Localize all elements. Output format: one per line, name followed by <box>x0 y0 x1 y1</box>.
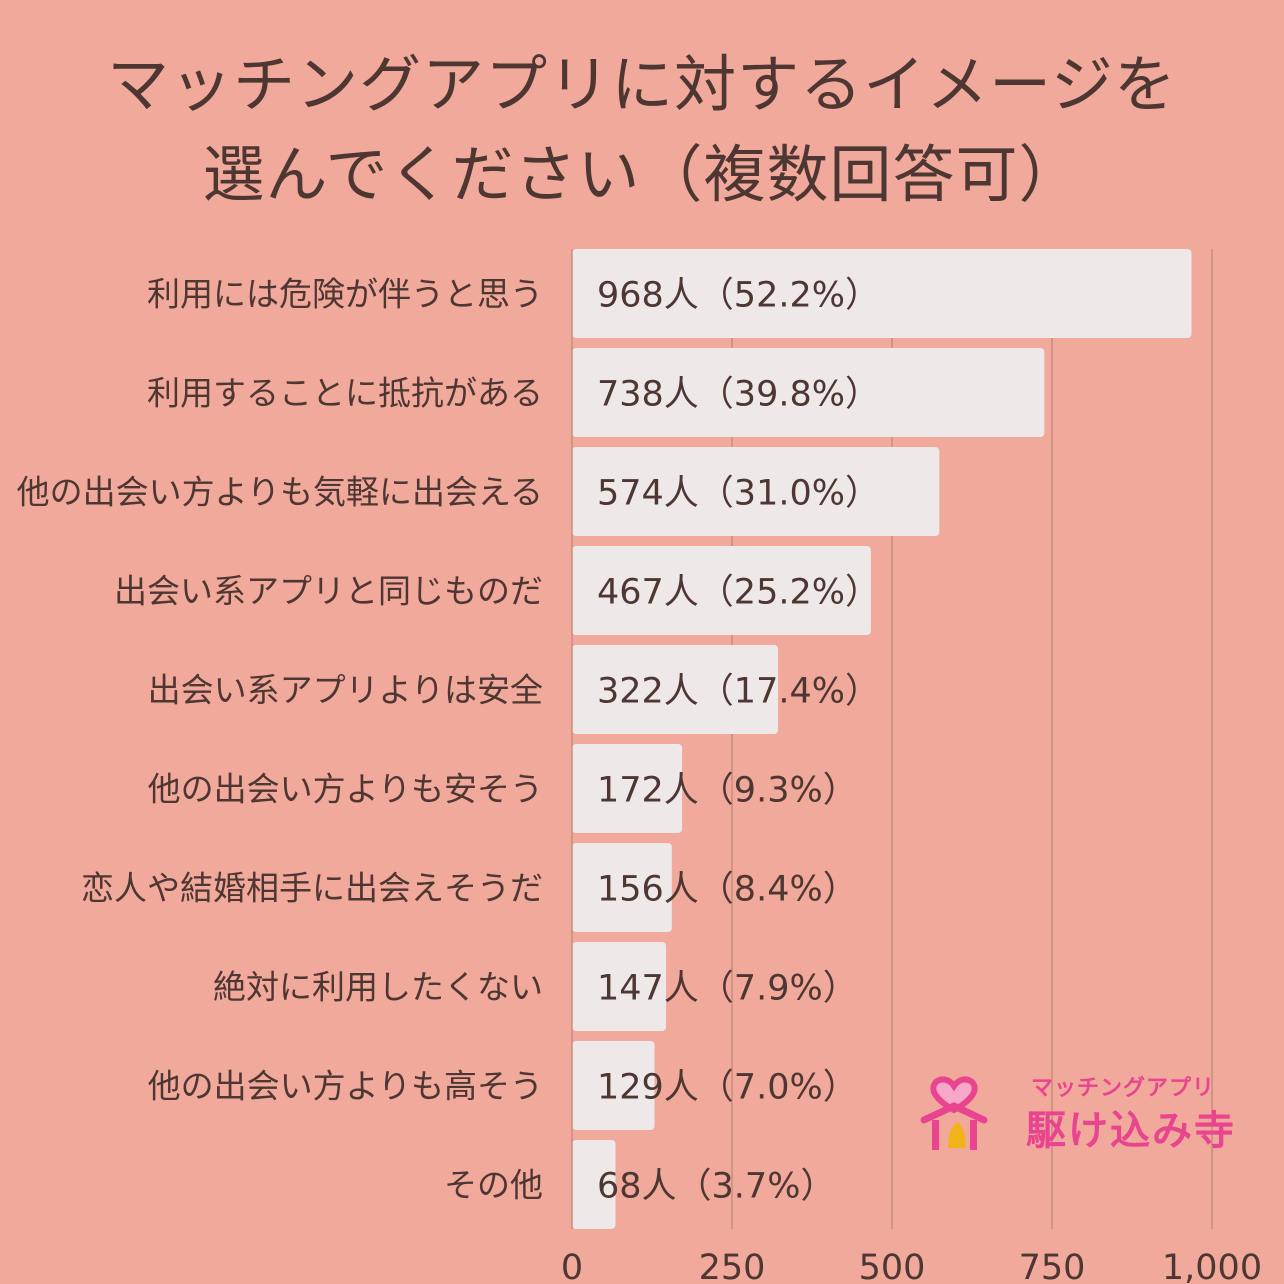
brand-logo: マッチングアプリ 駆け込み寺 <box>918 1058 1248 1158</box>
bar-1 <box>572 348 1045 437</box>
category-label-3: 出会い系アプリと同じものだ <box>114 572 543 611</box>
value-label-9: 68人（3.7%） <box>597 1167 835 1207</box>
chart-title-line-1: マッチングアプリに対するイメージを <box>107 48 1177 121</box>
category-label-1: 利用することに抵抗がある <box>147 374 543 413</box>
value-label-2: 574人（31.0%） <box>597 474 880 514</box>
category-label-8: 他の出会い方よりも高そう <box>148 1067 543 1106</box>
value-label-5: 172人（9.3%） <box>597 771 858 811</box>
value-label-3: 467人（25.2%） <box>597 573 880 613</box>
category-label-9: その他 <box>444 1166 543 1205</box>
value-label-7: 147人（7.9%） <box>597 969 858 1009</box>
bar-9 <box>572 1140 616 1229</box>
x-tick-label-2: 500 <box>859 1248 926 1284</box>
bar-6 <box>572 843 672 932</box>
bar-2 <box>572 447 940 536</box>
x-tick-label-0: 0 <box>561 1248 583 1284</box>
bar-7 <box>572 942 667 1031</box>
category-label-4: 出会い系アプリよりは安全 <box>148 671 543 710</box>
bar-0 <box>572 249 1192 338</box>
value-label-0: 968人（52.2%） <box>597 276 880 316</box>
value-label-6: 156人（8.4%） <box>597 870 858 910</box>
logo-name: 駆け込み寺 <box>1026 1108 1236 1154</box>
bar-5 <box>572 744 683 833</box>
category-label-7: 絶対に利用したくない <box>213 968 543 1007</box>
x-tick-label-1: 250 <box>699 1248 766 1284</box>
value-label-8: 129人（7.0%） <box>597 1068 858 1108</box>
x-tick-label-3: 750 <box>1019 1248 1086 1284</box>
chart-title-line-2: 選んでください（複数回答可） <box>202 138 1082 211</box>
value-label-1: 738人（39.8%） <box>597 375 880 415</box>
category-label-5: 他の出会い方よりも安そう <box>148 770 543 809</box>
bar-3 <box>572 546 871 635</box>
category-label-6: 恋人や結婚相手に出会えそうだ <box>81 869 543 908</box>
temple-heart-icon <box>920 1076 988 1150</box>
value-label-4: 322人（17.4%） <box>597 672 880 712</box>
bar-4 <box>572 645 779 734</box>
bar-8 <box>572 1041 655 1130</box>
category-label-0: 利用には危険が伴うと思う <box>147 275 543 314</box>
category-label-2: 他の出会い方よりも気軽に出会える <box>17 473 543 512</box>
x-tick-label-4: 1,000 <box>1162 1248 1262 1284</box>
logo-subtitle: マッチングアプリ <box>1031 1076 1216 1101</box>
